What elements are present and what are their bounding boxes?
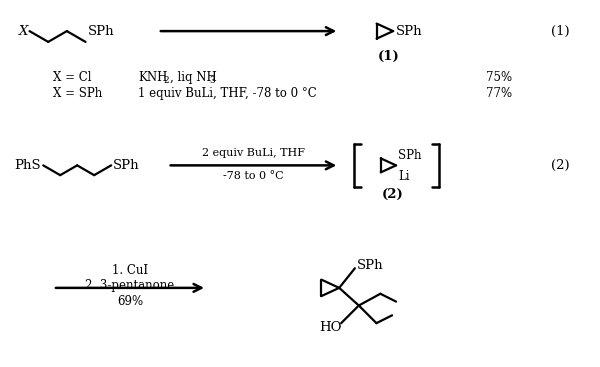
- Text: , liq NH: , liq NH: [170, 71, 217, 84]
- Text: -78 to 0 °C: -78 to 0 °C: [223, 171, 284, 181]
- Text: 1 equiv BuLi, THF, -78 to 0 °C: 1 equiv BuLi, THF, -78 to 0 °C: [139, 87, 317, 100]
- Text: KNH: KNH: [139, 71, 167, 84]
- Text: Li: Li: [398, 170, 410, 183]
- Text: 2: 2: [164, 76, 169, 85]
- Text: (2): (2): [382, 188, 404, 201]
- Text: SPh: SPh: [398, 149, 422, 162]
- Text: 69%: 69%: [117, 295, 143, 308]
- Text: 1. CuI: 1. CuI: [112, 264, 148, 277]
- Text: (2): (2): [551, 159, 570, 172]
- Text: SPh: SPh: [88, 25, 114, 37]
- Text: SPh: SPh: [113, 159, 140, 172]
- Text: (1): (1): [551, 25, 570, 37]
- Text: 2 equiv BuLi, THF: 2 equiv BuLi, THF: [202, 148, 305, 158]
- Text: SPh: SPh: [357, 259, 383, 272]
- Text: (1): (1): [377, 50, 399, 63]
- Text: 77%: 77%: [486, 87, 512, 100]
- Text: 3: 3: [210, 76, 215, 85]
- Text: PhS: PhS: [14, 159, 40, 172]
- Text: 75%: 75%: [486, 71, 512, 84]
- Text: X: X: [19, 25, 28, 37]
- Text: SPh: SPh: [396, 25, 422, 37]
- Text: HO: HO: [320, 320, 342, 334]
- Text: X = SPh: X = SPh: [53, 87, 102, 100]
- Text: X = Cl: X = Cl: [53, 71, 92, 84]
- Text: 2. 3-pentanone: 2. 3-pentanone: [85, 279, 175, 292]
